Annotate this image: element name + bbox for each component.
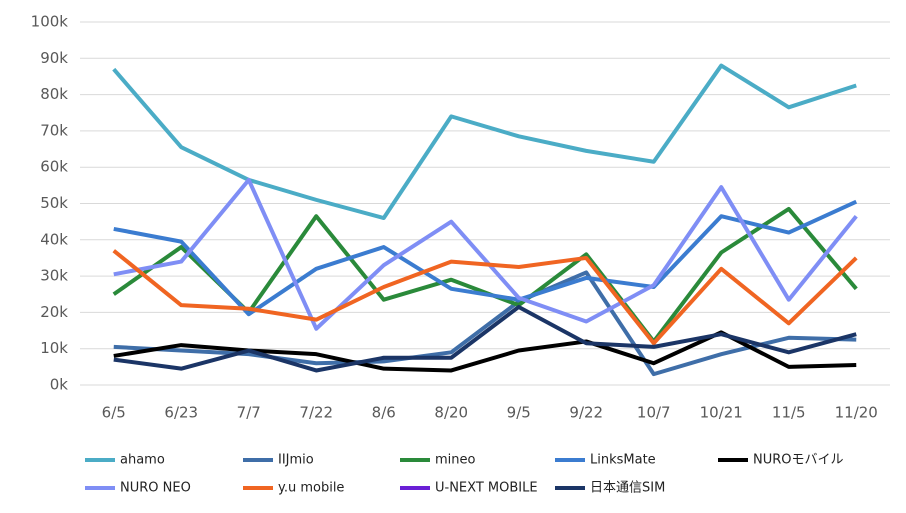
series-line (112, 249, 858, 346)
series-line (112, 63, 857, 221)
legend-label: ahamo (120, 453, 165, 468)
x-tick-label: 6/5 (102, 404, 126, 422)
legend-label: NURO NEO (120, 481, 191, 496)
series-line (113, 177, 858, 331)
y-tick-label: 40k (40, 230, 68, 248)
y-tick-label: 60k (40, 158, 68, 176)
x-tick-label: 10/21 (700, 404, 743, 422)
y-tick-label: 80k (40, 85, 68, 103)
legend-label: NUROモバイル (753, 453, 844, 468)
x-tick-label: 7/22 (299, 404, 333, 422)
x-tick-label: 8/6 (372, 404, 396, 422)
y-tick-label: 10k (40, 339, 68, 357)
legend-label: 日本通信SIM (590, 481, 665, 496)
x-tick-label: 9/22 (569, 404, 603, 422)
y-tick-label: 100k (31, 13, 69, 31)
legend-label: mineo (435, 453, 476, 468)
y-tick-label: 20k (40, 303, 68, 321)
legend-label: y.u mobile (278, 481, 344, 496)
legend-label: U-NEXT MOBILE (435, 481, 538, 496)
y-tick-label: 90k (40, 49, 68, 67)
x-tick-label: 6/23 (164, 404, 198, 422)
legend-label: IIJmio (278, 453, 314, 468)
x-tick-label: 7/7 (237, 404, 261, 422)
x-tick-label: 11/5 (772, 404, 806, 422)
x-tick-label: 8/20 (434, 404, 468, 422)
x-tick-label: 11/20 (835, 404, 878, 422)
y-tick-label: 0k (50, 376, 69, 394)
y-tick-label: 30k (40, 267, 68, 285)
legend-label: LinksMate (590, 453, 656, 468)
series-line (113, 199, 858, 317)
x-tick-label: 9/5 (507, 404, 531, 422)
y-tick-label: 50k (40, 194, 68, 212)
x-tick-label: 10/7 (637, 404, 671, 422)
y-tick-label: 70k (40, 121, 68, 139)
series-line (113, 304, 857, 373)
